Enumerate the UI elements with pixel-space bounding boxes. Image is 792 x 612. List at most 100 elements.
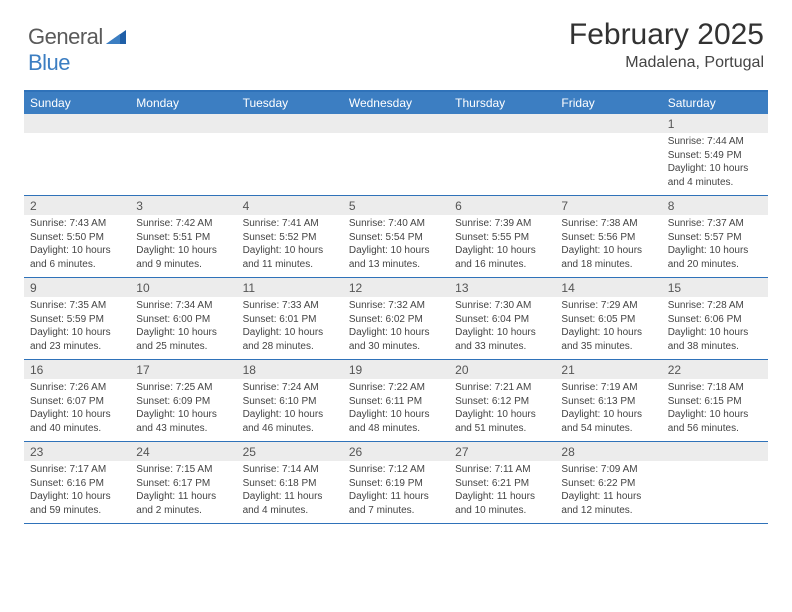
day-detail: Sunrise: 7:15 AMSunset: 6:17 PMDaylight:… <box>130 461 236 523</box>
day-number: 5 <box>343 196 449 215</box>
sunset-text: Sunset: 5:55 PM <box>455 231 549 245</box>
sunset-text: Sunset: 6:13 PM <box>561 395 655 409</box>
day-detail: Sunrise: 7:19 AMSunset: 6:13 PMDaylight:… <box>555 379 661 441</box>
day-number: 9 <box>24 278 130 297</box>
sunrise-text: Sunrise: 7:43 AM <box>30 217 124 231</box>
day-number: 23 <box>24 442 130 461</box>
logo-text: General Blue <box>28 24 126 76</box>
logo-text-general: General <box>28 24 103 49</box>
day-detail <box>130 133 236 195</box>
day-number: 20 <box>449 360 555 379</box>
day-detail <box>555 133 661 195</box>
sunrise-text: Sunrise: 7:19 AM <box>561 381 655 395</box>
day-number: 18 <box>237 360 343 379</box>
day-detail: Sunrise: 7:40 AMSunset: 5:54 PMDaylight:… <box>343 215 449 277</box>
daylight-text: Daylight: 10 hours and 51 minutes. <box>455 408 549 435</box>
month-title: February 2025 <box>569 18 764 52</box>
sunset-text: Sunset: 6:10 PM <box>243 395 337 409</box>
daylight-text: Daylight: 10 hours and 56 minutes. <box>668 408 762 435</box>
day-detail-row: Sunrise: 7:44 AMSunset: 5:49 PMDaylight:… <box>24 133 768 195</box>
day-number: 17 <box>130 360 236 379</box>
day-number: 14 <box>555 278 661 297</box>
day-detail-row: Sunrise: 7:35 AMSunset: 5:59 PMDaylight:… <box>24 297 768 359</box>
sunset-text: Sunset: 5:57 PM <box>668 231 762 245</box>
sunrise-text: Sunrise: 7:24 AM <box>243 381 337 395</box>
sunrise-text: Sunrise: 7:28 AM <box>668 299 762 313</box>
day-number: 3 <box>130 196 236 215</box>
sunrise-text: Sunrise: 7:41 AM <box>243 217 337 231</box>
day-detail: Sunrise: 7:41 AMSunset: 5:52 PMDaylight:… <box>237 215 343 277</box>
sunrise-text: Sunrise: 7:21 AM <box>455 381 549 395</box>
daylight-text: Daylight: 10 hours and 18 minutes. <box>561 244 655 271</box>
sunset-text: Sunset: 5:52 PM <box>243 231 337 245</box>
weekday-header: Monday <box>130 92 236 114</box>
day-number: 24 <box>130 442 236 461</box>
daylight-text: Daylight: 10 hours and 35 minutes. <box>561 326 655 353</box>
daylight-text: Daylight: 11 hours and 7 minutes. <box>349 490 443 517</box>
day-detail: Sunrise: 7:30 AMSunset: 6:04 PMDaylight:… <box>449 297 555 359</box>
sunrise-text: Sunrise: 7:33 AM <box>243 299 337 313</box>
day-detail <box>343 133 449 195</box>
sunset-text: Sunset: 6:01 PM <box>243 313 337 327</box>
day-number: 22 <box>662 360 768 379</box>
day-detail: Sunrise: 7:42 AMSunset: 5:51 PMDaylight:… <box>130 215 236 277</box>
daylight-text: Daylight: 10 hours and 20 minutes. <box>668 244 762 271</box>
day-detail: Sunrise: 7:25 AMSunset: 6:09 PMDaylight:… <box>130 379 236 441</box>
day-number: 6 <box>449 196 555 215</box>
day-number: 1 <box>662 114 768 133</box>
day-number <box>449 114 555 133</box>
sunrise-text: Sunrise: 7:14 AM <box>243 463 337 477</box>
day-number: 13 <box>449 278 555 297</box>
sunset-text: Sunset: 6:04 PM <box>455 313 549 327</box>
sunrise-text: Sunrise: 7:17 AM <box>30 463 124 477</box>
daylight-text: Daylight: 10 hours and 25 minutes. <box>136 326 230 353</box>
day-detail: Sunrise: 7:37 AMSunset: 5:57 PMDaylight:… <box>662 215 768 277</box>
day-detail: Sunrise: 7:43 AMSunset: 5:50 PMDaylight:… <box>24 215 130 277</box>
day-number <box>555 114 661 133</box>
day-detail: Sunrise: 7:12 AMSunset: 6:19 PMDaylight:… <box>343 461 449 523</box>
sunset-text: Sunset: 6:05 PM <box>561 313 655 327</box>
sunset-text: Sunset: 6:07 PM <box>30 395 124 409</box>
sunrise-text: Sunrise: 7:11 AM <box>455 463 549 477</box>
sunset-text: Sunset: 6:00 PM <box>136 313 230 327</box>
weekday-header: Saturday <box>662 92 768 114</box>
day-detail: Sunrise: 7:24 AMSunset: 6:10 PMDaylight:… <box>237 379 343 441</box>
day-detail: Sunrise: 7:29 AMSunset: 6:05 PMDaylight:… <box>555 297 661 359</box>
sunset-text: Sunset: 6:17 PM <box>136 477 230 491</box>
sunrise-text: Sunrise: 7:38 AM <box>561 217 655 231</box>
daylight-text: Daylight: 10 hours and 16 minutes. <box>455 244 549 271</box>
sunrise-text: Sunrise: 7:35 AM <box>30 299 124 313</box>
day-number: 15 <box>662 278 768 297</box>
sunset-text: Sunset: 6:16 PM <box>30 477 124 491</box>
day-detail-row: Sunrise: 7:26 AMSunset: 6:07 PMDaylight:… <box>24 379 768 441</box>
logo-text-blue: Blue <box>28 50 70 75</box>
sunrise-text: Sunrise: 7:09 AM <box>561 463 655 477</box>
sunset-text: Sunset: 5:49 PM <box>668 149 762 163</box>
day-number <box>130 114 236 133</box>
sunset-text: Sunset: 5:56 PM <box>561 231 655 245</box>
day-detail: Sunrise: 7:09 AMSunset: 6:22 PMDaylight:… <box>555 461 661 523</box>
weekday-header: Wednesday <box>343 92 449 114</box>
day-detail: Sunrise: 7:21 AMSunset: 6:12 PMDaylight:… <box>449 379 555 441</box>
daylight-text: Daylight: 11 hours and 12 minutes. <box>561 490 655 517</box>
day-detail-row: Sunrise: 7:17 AMSunset: 6:16 PM Daylight:… <box>24 461 768 523</box>
daylight-text: Daylight: 10 hours and 43 minutes. <box>136 408 230 435</box>
day-detail: Sunrise: 7:33 AMSunset: 6:01 PMDaylight:… <box>237 297 343 359</box>
day-number: 11 <box>237 278 343 297</box>
daylight-text: Daylight: 10 hours and 33 minutes. <box>455 326 549 353</box>
day-detail <box>24 133 130 195</box>
daylight-text: Daylight: 11 hours and 10 minutes. <box>455 490 549 517</box>
daylight-text: Daylight: 11 hours and 2 minutes. <box>136 490 230 517</box>
daylight-text: Daylight: 10 hours and 46 minutes. <box>243 408 337 435</box>
daylight-text: Daylight: 10 hours and 54 minutes. <box>561 408 655 435</box>
day-detail: Sunrise: 7:44 AMSunset: 5:49 PMDaylight:… <box>662 133 768 195</box>
day-number: 8 <box>662 196 768 215</box>
weekday-header-row: SundayMondayTuesdayWednesdayThursdayFrid… <box>24 92 768 114</box>
day-detail: Sunrise: 7:28 AMSunset: 6:06 PMDaylight:… <box>662 297 768 359</box>
day-number: 21 <box>555 360 661 379</box>
sunset-text: Sunset: 6:09 PM <box>136 395 230 409</box>
week-divider <box>24 523 768 524</box>
day-detail: Sunrise: 7:34 AMSunset: 6:00 PMDaylight:… <box>130 297 236 359</box>
title-block: February 2025 Madalena, Portugal <box>569 18 764 72</box>
daylight-text: Daylight: 10 hours and 28 minutes. <box>243 326 337 353</box>
